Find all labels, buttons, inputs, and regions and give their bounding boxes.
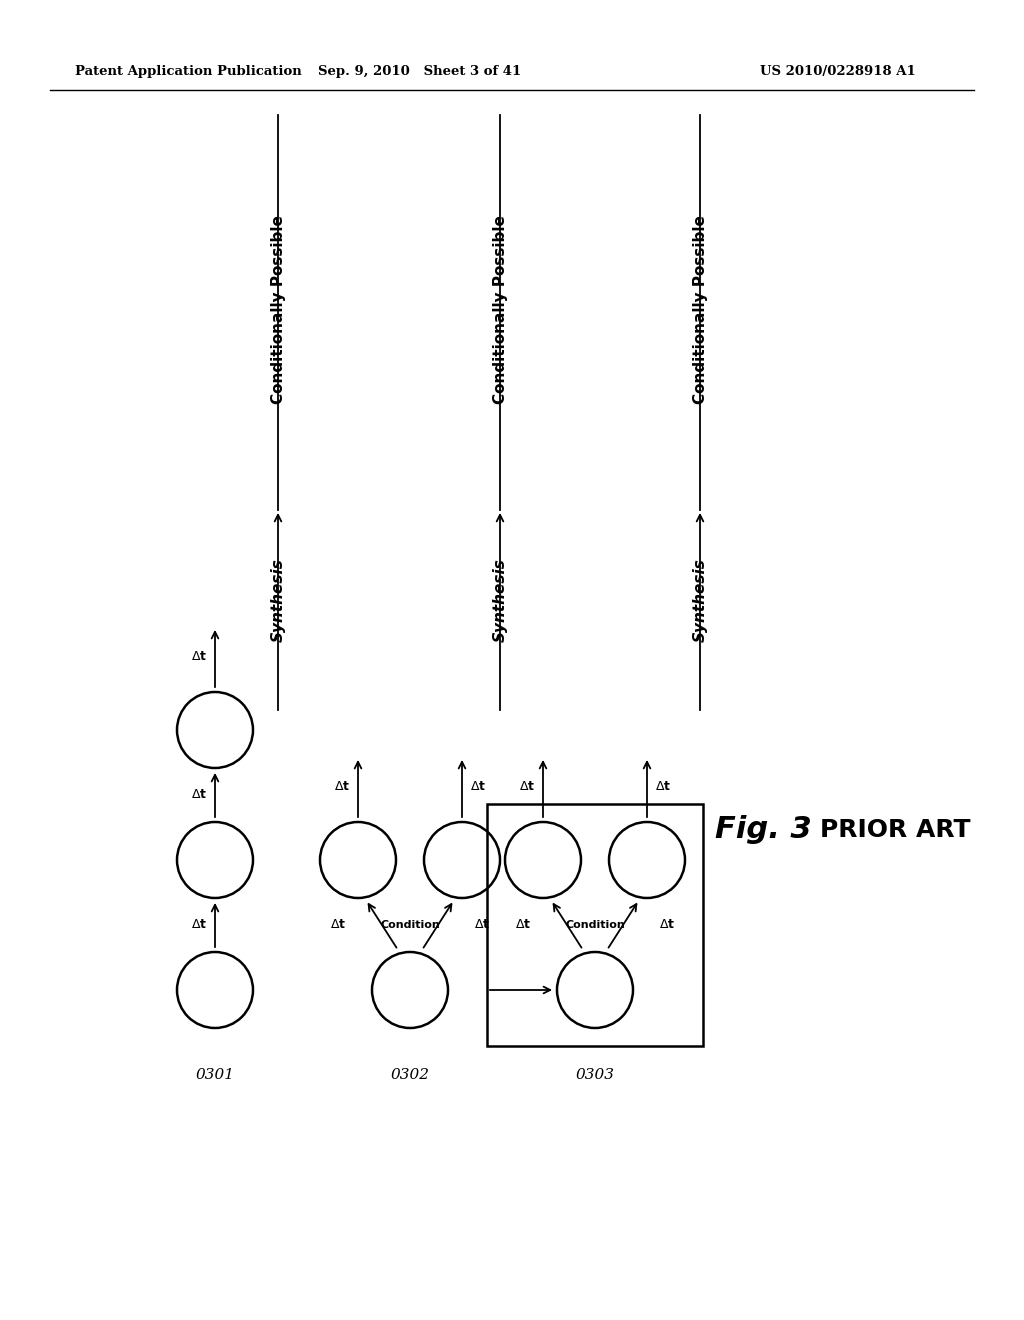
Text: Condition: Condition (380, 920, 440, 931)
Text: Synthesis: Synthesis (270, 558, 286, 642)
Text: Synthesis: Synthesis (692, 558, 708, 642)
Text: Condition: Condition (565, 920, 625, 931)
Text: 0302: 0302 (390, 1068, 429, 1082)
Text: $\Delta$t: $\Delta$t (190, 651, 207, 664)
Text: Patent Application Publication: Patent Application Publication (75, 66, 302, 78)
Text: Synthesis: Synthesis (493, 558, 508, 642)
Text: 0301: 0301 (196, 1068, 234, 1082)
Text: US 2010/0228918 A1: US 2010/0228918 A1 (760, 66, 915, 78)
Text: Conditionally Possible: Conditionally Possible (493, 215, 508, 404)
Text: Conditionally Possible: Conditionally Possible (270, 215, 286, 404)
Text: 0303: 0303 (575, 1068, 614, 1082)
Text: $\Delta$t: $\Delta$t (470, 780, 486, 793)
Text: Fig. 3: Fig. 3 (715, 816, 812, 845)
Text: PRIOR ART: PRIOR ART (820, 818, 971, 842)
Text: $\Delta$t: $\Delta$t (515, 919, 531, 932)
Text: $\Delta$t: $\Delta$t (190, 919, 207, 932)
Text: $\Delta$t: $\Delta$t (190, 788, 207, 801)
Text: $\Delta$t: $\Delta$t (334, 780, 350, 793)
Bar (487, 804, 703, 1045)
Text: $\Delta$t: $\Delta$t (330, 919, 346, 932)
Text: $\Delta$t: $\Delta$t (474, 919, 490, 932)
Text: Sep. 9, 2010   Sheet 3 of 41: Sep. 9, 2010 Sheet 3 of 41 (318, 66, 521, 78)
Text: Conditionally Possible: Conditionally Possible (692, 215, 708, 404)
Text: $\Delta$t: $\Delta$t (655, 780, 671, 793)
Text: $\Delta$t: $\Delta$t (659, 919, 675, 932)
Text: $\Delta$t: $\Delta$t (519, 780, 535, 793)
